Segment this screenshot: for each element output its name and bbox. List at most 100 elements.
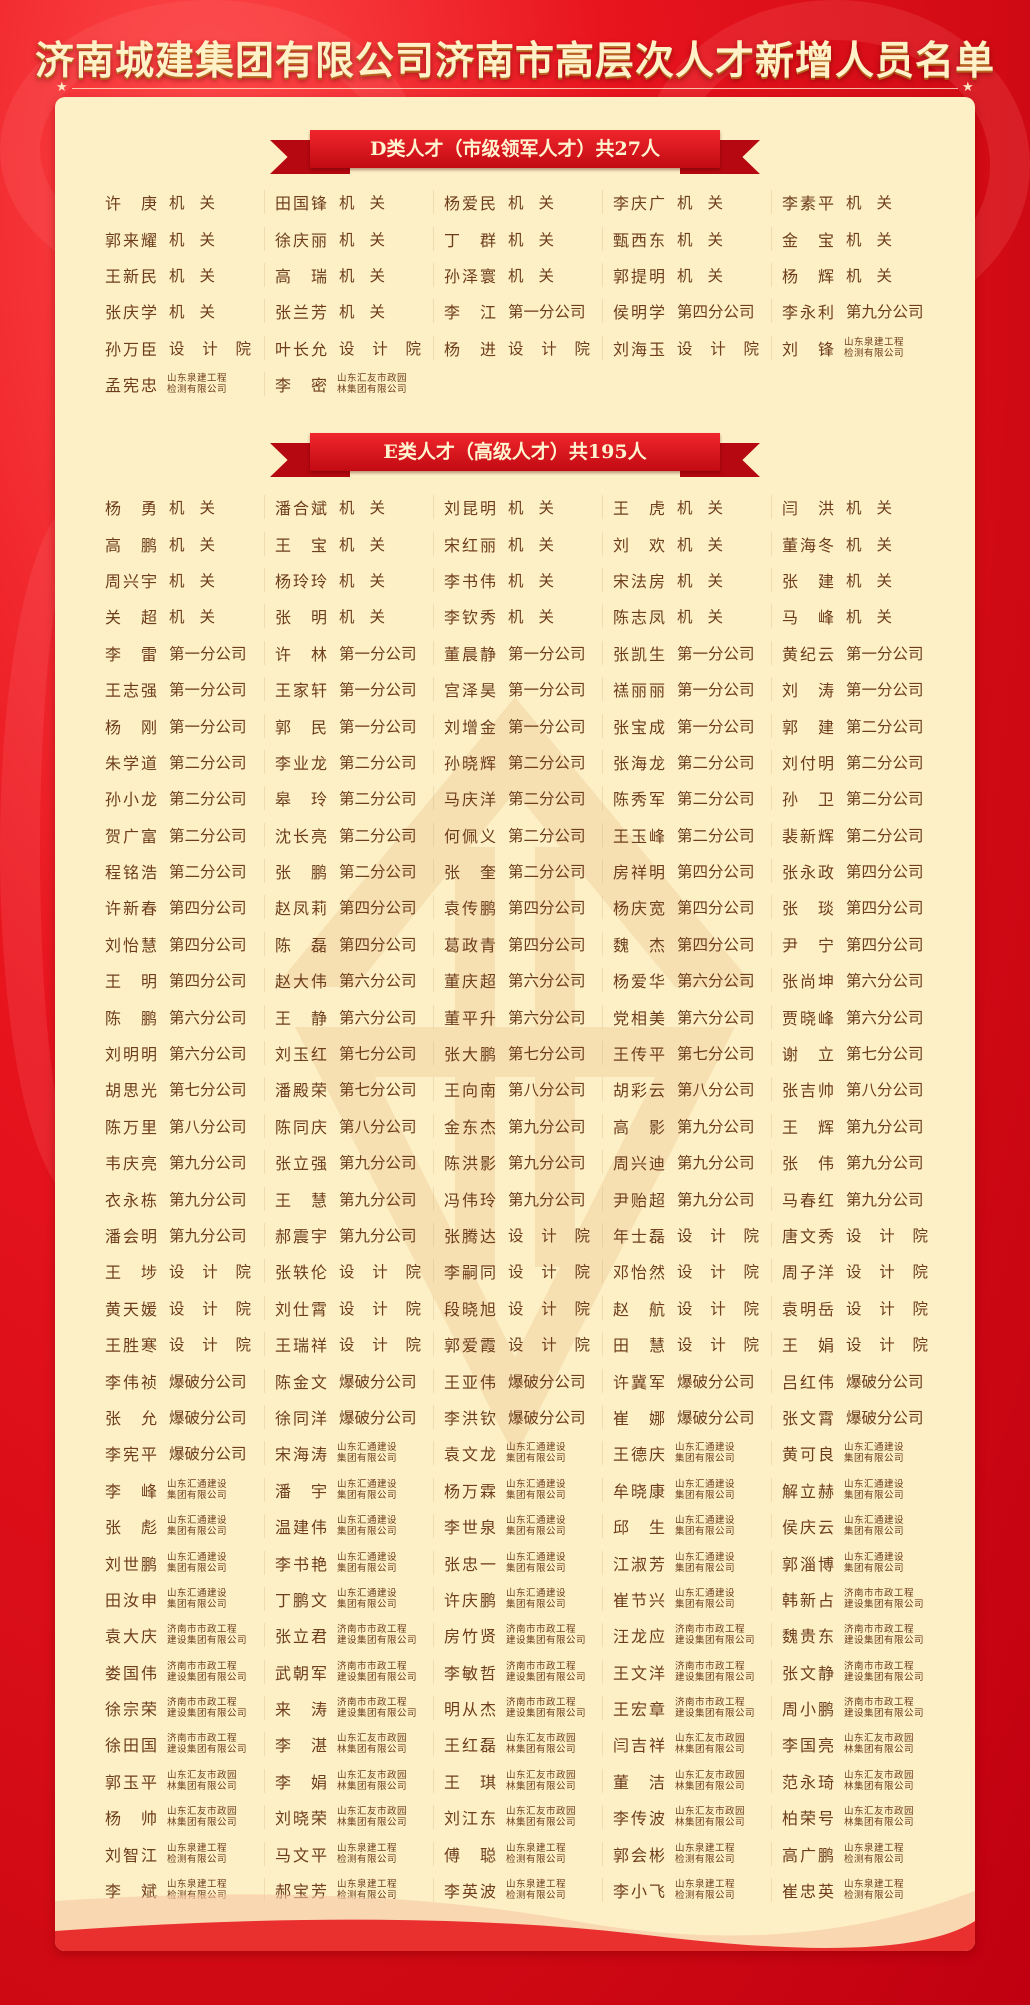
person-organization: 第四分公司 — [677, 863, 755, 882]
person-name: 陈志凤 — [613, 608, 665, 628]
person-name: 李江 — [444, 303, 496, 323]
d-section-heading: D类人才（市级领军人才）共27人 — [310, 130, 720, 168]
person-entry: 刘欢 机关 — [602, 531, 771, 556]
person-entry: 张海龙 第二分公司 — [602, 749, 771, 774]
person-name: 刘昆明 — [444, 499, 496, 519]
person-organization: 山东汇友市政园 林集团有限公司 — [337, 1806, 408, 1829]
person-organization: 山东汇通建设 集团有限公司 — [844, 1442, 905, 1465]
person-name: 郭爱霞 — [444, 1336, 496, 1356]
person-organization: 山东汇通建设 集团有限公司 — [167, 1478, 228, 1501]
person-name: 李峰 — [105, 1481, 157, 1501]
person-entry: 刘晓荣 山东汇友市政园 林集团有限公司 — [264, 1805, 433, 1830]
person-organization: 山东汇通建设 集团有限公司 — [675, 1551, 736, 1574]
person-organization: 山东汇通建设 集团有限公司 — [167, 1551, 228, 1574]
person-name: 温建伟 — [275, 1518, 327, 1538]
person-entry: 赵航 设计院 — [602, 1295, 771, 1320]
person-entry: 杨勇 机关 — [95, 495, 264, 519]
person-name: 许冀军 — [613, 1372, 665, 1392]
person-organization: 第一分公司 — [508, 303, 586, 322]
person-organization: 山东汇友市政园 林集团有限公司 — [337, 373, 408, 396]
list-row: 关超 机关 张明 机关 李钦秀 机关 陈志凤 机关 马峰 机关 — [95, 598, 940, 634]
list-row: 李宪平 爆破分公司 宋海涛 山东汇通建设 集团有限公司 袁文龙 山东汇通建设 集团有限公司… — [95, 1435, 940, 1471]
person-entry: 张文霄 爆破分公司 — [771, 1404, 940, 1429]
person-entry: 王新民 机关 — [95, 263, 264, 287]
person-organization: 济南市市政工程 建设集团有限公司 — [844, 1624, 925, 1647]
person-entry: 牟晓康 山东汇通建设 集团有限公司 — [602, 1477, 771, 1502]
person-organization: 机关 — [339, 571, 385, 590]
person-name: 杨万霖 — [444, 1481, 496, 1501]
person-name: 闫洪 — [782, 499, 834, 519]
person-name: 张伟 — [782, 1154, 834, 1174]
person-entry: 黄可良 山东汇通建设 集团有限公司 — [771, 1441, 940, 1466]
person-entry: 闫吉祥 山东汇友市政园 林集团有限公司 — [602, 1732, 771, 1757]
person-entry: 王宏章 济南市市政工程 建设集团有限公司 — [602, 1696, 771, 1721]
person-name: 王向南 — [444, 1081, 496, 1101]
person-entry: 李湛 山东汇友市政园 林集团有限公司 — [264, 1732, 433, 1757]
person-entry: 房祥明 第四分公司 — [602, 859, 771, 884]
person-name: 张文霄 — [782, 1408, 834, 1428]
person-entry: 葛政青 第四分公司 — [433, 931, 602, 956]
person-name: 张尚坤 — [782, 972, 834, 992]
person-entry: 崔节兴 山东汇通建设 集团有限公司 — [602, 1586, 771, 1611]
person-name: 马文平 — [275, 1845, 327, 1865]
person-entry: 陈万里 第八分公司 — [95, 1114, 264, 1138]
person-name: 甄西东 — [613, 230, 665, 250]
person-organization: 山东汇友市政园 林集团有限公司 — [675, 1806, 746, 1829]
person-name: 王琪 — [444, 1772, 496, 1792]
person-name: 杨爱华 — [613, 972, 665, 992]
person-organization: 机关 — [339, 230, 385, 249]
list-row: 衣永栋 第九分公司 王慧 第九分公司 冯伟玲 第九分公司 尹贻超 第九分公司 马春红 第九分公司 — [95, 1180, 940, 1216]
list-row: 刘智江 山东泉建工程 检测有限公司 马文平 山东泉建工程 检测有限公司 傅聪 山东泉建工程… — [95, 1835, 940, 1871]
person-name: 李世泉 — [444, 1518, 496, 1538]
person-entry: 孙小龙 第二分公司 — [95, 786, 264, 810]
person-organization: 爆破分公司 — [169, 1372, 247, 1391]
person-name: 王红磊 — [444, 1736, 496, 1756]
person-organization: 济南市市政工程 建设集团有限公司 — [506, 1624, 587, 1647]
person-entry: 王向南 第八分公司 — [433, 1077, 602, 1102]
person-entry: 衣永栋 第九分公司 — [95, 1187, 264, 1211]
person-organization: 第二分公司 — [339, 863, 417, 882]
person-name: 张永政 — [782, 863, 834, 883]
person-organization: 第九分公司 — [677, 1190, 755, 1209]
list-row: 张庆学 机关 张兰芳 机关 李江 第一分公司 侯明学 第四分公司 李永利 第九分公司 — [95, 293, 940, 329]
person-name: 高广鹏 — [782, 1845, 834, 1865]
person-name: 郭会彬 — [613, 1845, 665, 1865]
person-organization: 山东汇通建设 集团有限公司 — [844, 1515, 905, 1538]
person-name: 张建 — [782, 571, 834, 591]
person-entry: 张兰芳 机关 — [264, 299, 433, 324]
person-name: 董洁 — [613, 1772, 665, 1792]
person-entry: 明从杰 济南市市政工程 建设集团有限公司 — [433, 1696, 602, 1721]
person-organization: 山东泉建工程 检测有限公司 — [506, 1842, 567, 1865]
person-entry: 郭民 第一分公司 — [264, 713, 433, 738]
person-name: 沈长亮 — [275, 826, 327, 846]
person-entry: 李洪钦 爆破分公司 — [433, 1404, 602, 1429]
person-organization: 第二分公司 — [508, 826, 586, 845]
person-entry: 谢立 第七分公司 — [771, 1041, 940, 1066]
person-name: 徐田国 — [105, 1736, 157, 1756]
person-name: 许林 — [275, 644, 327, 664]
person-organization: 第四分公司 — [677, 899, 755, 918]
person-organization: 设计院 — [169, 339, 251, 358]
person-entry: 李钦秀 机关 — [433, 604, 602, 629]
person-organization: 爆破分公司 — [846, 1408, 924, 1427]
person-entry: 刘海玉 设计院 — [602, 335, 771, 360]
person-organization: 机关 — [339, 266, 385, 285]
person-entry: 李敏哲 济南市市政工程 建设集团有限公司 — [433, 1659, 602, 1684]
person-organization: 第七分公司 — [169, 1081, 247, 1100]
person-name: 刘欢 — [613, 535, 665, 555]
person-entry: 丁群 机关 — [433, 226, 602, 251]
person-organization: 济南市市政工程 建设集团有限公司 — [167, 1733, 248, 1756]
person-name: 张奎 — [444, 863, 496, 883]
person-entry: 张文静 济南市市政工程 建设集团有限公司 — [771, 1659, 940, 1684]
person-organization: 机关 — [169, 608, 215, 627]
person-entry: 王传平 第七分公司 — [602, 1041, 771, 1066]
person-organization: 济南市市政工程 建设集团有限公司 — [675, 1660, 756, 1683]
person-name: 杨进 — [444, 339, 496, 359]
person-organization: 第六分公司 — [846, 1008, 924, 1027]
list-row: 王胜寒 设计院 王瑞祥 设计院 郭爱霞 设计院 田慧 设计院 王娟 设计院 — [95, 1326, 940, 1362]
person-entry: 解立赫 山东汇通建设 集团有限公司 — [771, 1477, 940, 1502]
person-entry: 来涛 济南市市政工程 建设集团有限公司 — [264, 1696, 433, 1721]
person-organization: 第九分公司 — [508, 1117, 586, 1136]
person-organization: 山东汇通建设 集团有限公司 — [337, 1478, 398, 1501]
person-entry: 杨进 设计院 — [433, 335, 602, 360]
